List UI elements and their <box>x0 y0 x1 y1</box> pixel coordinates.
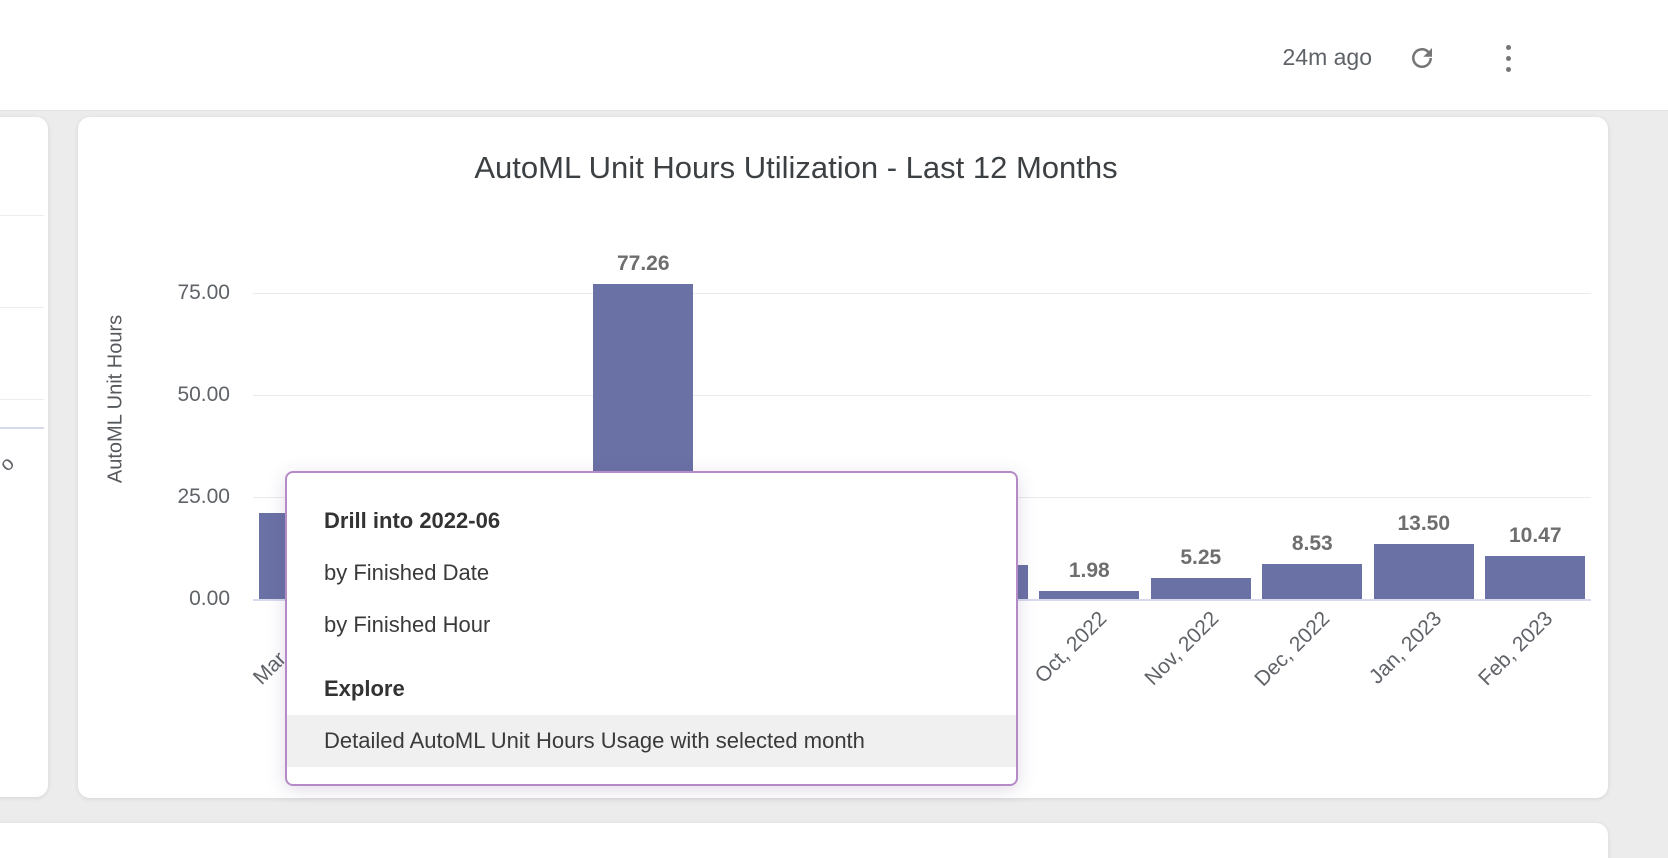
dashboard-header: 24m ago <box>0 0 1668 111</box>
y-tick-label: 0.00 <box>189 587 230 610</box>
bar-dec-2022[interactable] <box>1262 564 1363 599</box>
bar-value-label: 10.47 <box>1508 524 1562 547</box>
left-card-gridline <box>0 215 44 216</box>
drill-context-menu: Drill into 2022-06 by Finished Date by F… <box>285 471 1018 786</box>
y-tick-label: 25.00 <box>177 484 230 508</box>
y-tick-label: 50.00 <box>177 382 230 406</box>
bar-nov-2022[interactable] <box>1150 578 1251 599</box>
bottom-chart-card-partial <box>0 823 1608 858</box>
menu-item-detailed-usage-label: Detailed AutoML Unit Hours Usage with se… <box>324 728 865 753</box>
bar-feb-2023[interactable] <box>1485 556 1586 599</box>
bar-value-label: 13.50 <box>1397 512 1451 535</box>
gridline-50.00 <box>253 394 1591 396</box>
left-chart-card-partial: o <box>0 117 48 797</box>
kebab-menu-icon <box>1505 42 1511 75</box>
more-options-button[interactable] <box>1488 38 1528 78</box>
explore-section-label: Explore <box>324 676 405 701</box>
bar-value-label: 1.98 <box>1068 559 1110 582</box>
bar-value-label: 8.53 <box>1291 532 1333 555</box>
y-axis-title: AutoML Unit Hours <box>104 314 127 484</box>
chart-title: AutoML Unit Hours Utilization - Last 12 … <box>474 150 1118 185</box>
refresh-icon <box>1412 47 1432 68</box>
bar-oct-2022[interactable] <box>1039 591 1140 599</box>
last-refreshed-text: 24m ago <box>1282 44 1372 70</box>
bar-value-label: 77.26 <box>616 252 670 275</box>
drill-into-header: Drill into 2022-06 <box>324 508 501 533</box>
bar-jan-2023[interactable] <box>1373 544 1474 599</box>
y-tick-label: 75.00 <box>177 280 230 304</box>
menu-item-by-finished-date[interactable]: by Finished Date <box>324 560 490 585</box>
left-card-axis-line <box>0 427 44 429</box>
menu-item-by-finished-hour[interactable]: by Finished Hour <box>324 612 491 637</box>
gridline-75.00 <box>253 292 1591 294</box>
menu-item-detailed-usage[interactable]: Detailed AutoML Unit Hours Usage with se… <box>287 715 1016 767</box>
left-card-gridline <box>0 307 44 308</box>
left-card-axis-label-fragment: o <box>0 452 19 476</box>
left-card-gridline <box>0 399 44 400</box>
refresh-button[interactable] <box>1402 38 1442 78</box>
bar-value-label: 5.25 <box>1180 546 1222 569</box>
